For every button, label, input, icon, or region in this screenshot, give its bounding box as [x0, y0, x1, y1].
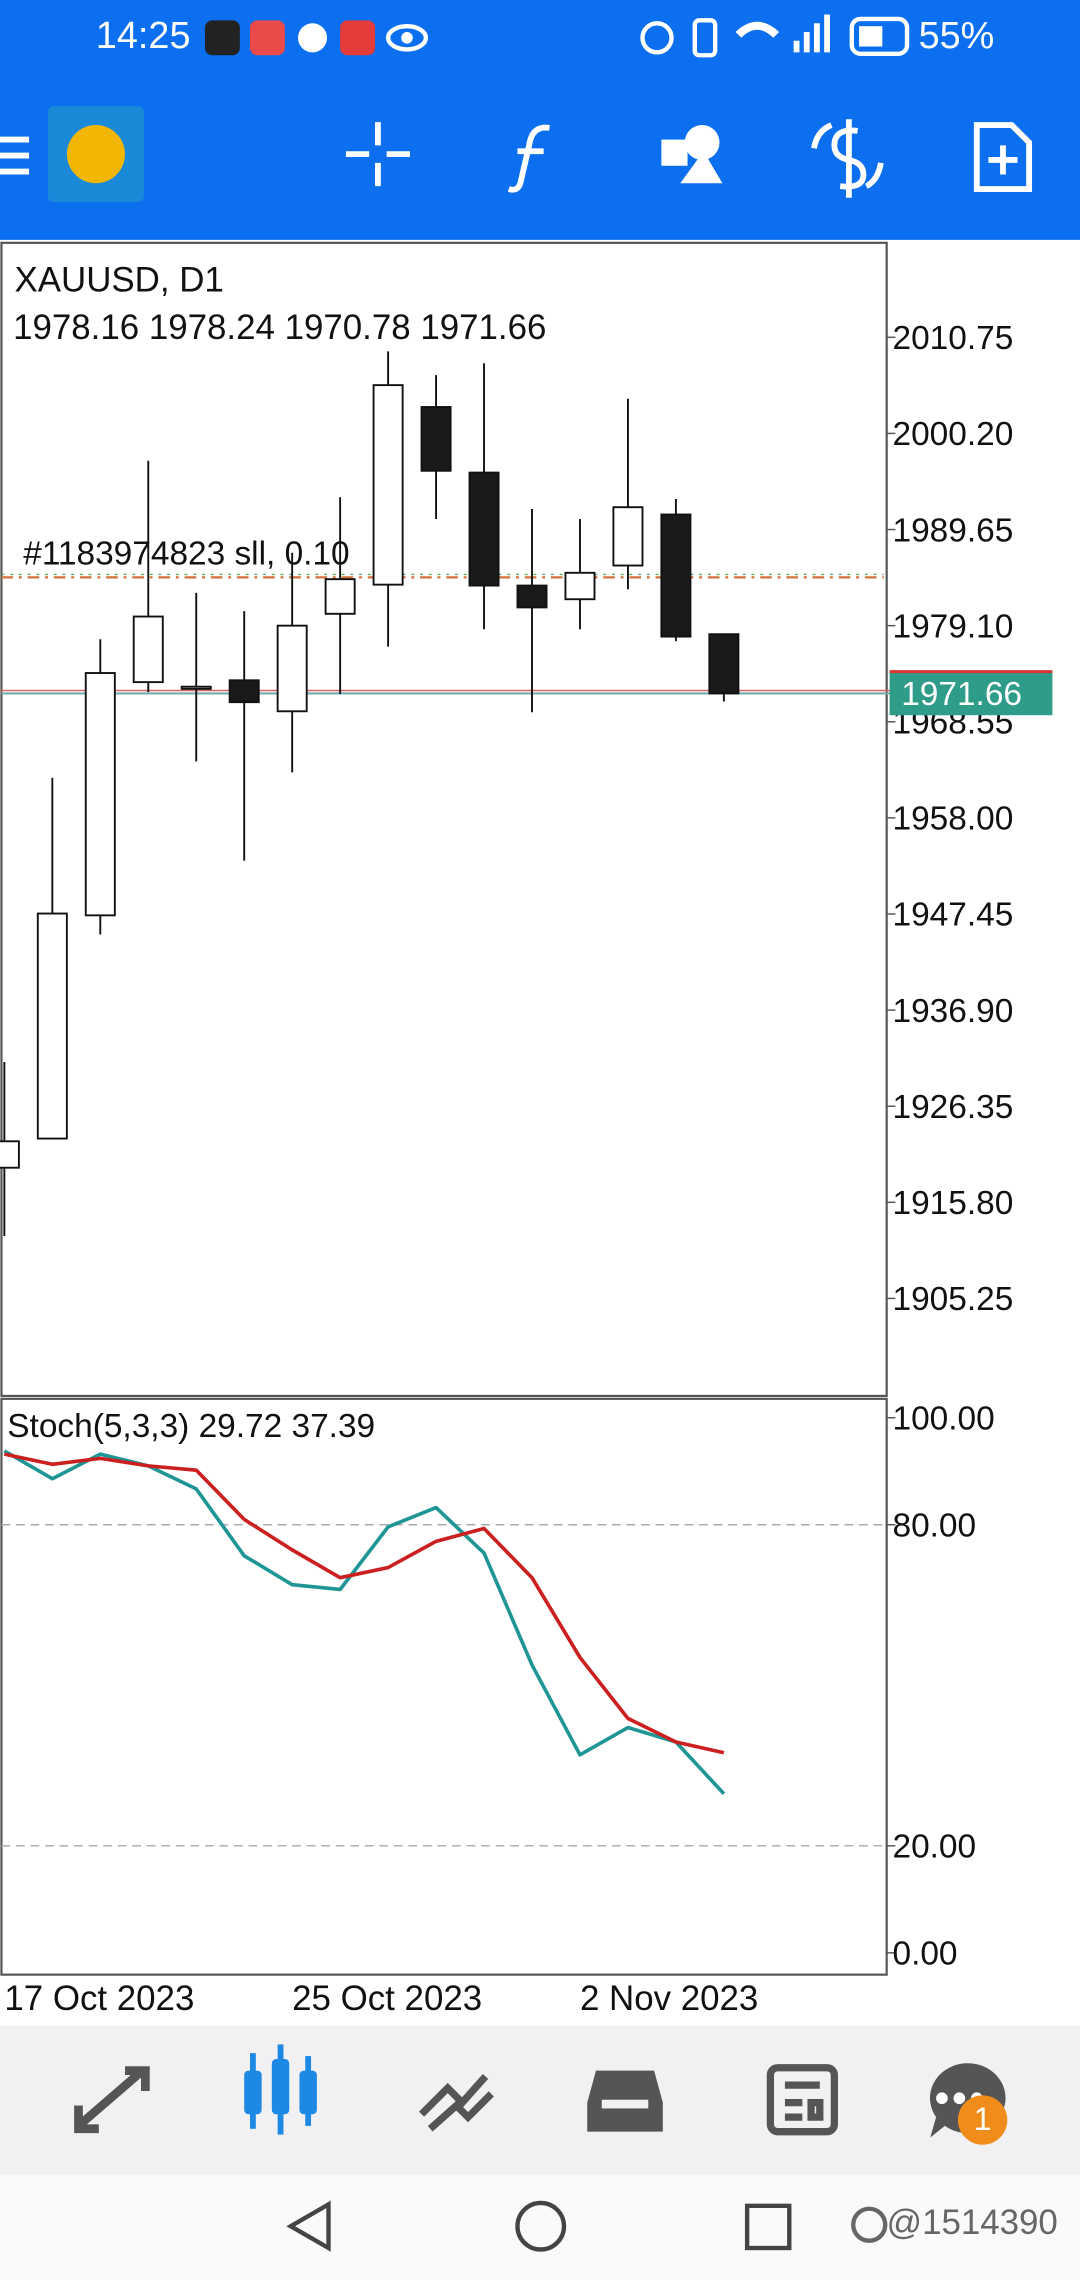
history-tab[interactable]: [587, 2070, 663, 2132]
chart-title: XAUUSD, D1: [15, 260, 224, 299]
chart-bg: [0, 239, 1080, 2026]
y-tick-label: 1989.65: [892, 512, 1013, 549]
trade-tab[interactable]: [418, 2074, 494, 2132]
price-tag: [889, 671, 1053, 716]
candle-body: [0, 1140, 20, 1169]
home-button[interactable]: [515, 2200, 567, 2252]
y-tick-label: 20.00: [892, 1829, 976, 1866]
candle-body: [420, 406, 452, 472]
bottom-nav: [0, 2025, 1080, 2176]
header-bg: [0, 0, 1080, 240]
y-tick-label: 2010.75: [892, 320, 1013, 357]
y-tick-label: 1936.90: [892, 993, 1013, 1030]
main-panel-frame: [0, 241, 888, 1398]
stoch-name: Stoch(5,3,3): [7, 1408, 189, 1445]
candle-body: [36, 912, 68, 1140]
candle-body: [228, 679, 260, 704]
new-order-button[interactable]: [973, 122, 1033, 192]
quotes-tab[interactable]: [74, 2066, 150, 2134]
stoch-line: [3, 1449, 726, 1796]
main-chart: 2010.752000.201989.651979.101968.551958.…: [0, 320, 1053, 2018]
y-tick-label: 1979.10: [892, 608, 1013, 645]
back-button[interactable]: [286, 2200, 331, 2252]
status-app-icons: [204, 20, 429, 56]
y-tick-label: 1926.35: [892, 1089, 1013, 1126]
status-battery: 55%: [919, 15, 995, 57]
ohlc-close: 1971.66: [420, 308, 546, 347]
chat-badge: 1: [974, 2101, 992, 2137]
y-tick-label: 100.00: [892, 1400, 994, 1437]
ohlc-low: 1970.78: [285, 308, 411, 347]
y-tick-label: 1947.45: [892, 897, 1013, 934]
recents-button[interactable]: [744, 2203, 792, 2251]
stoch-title: Stoch(5,3,3) 29.72 37.39: [7, 1408, 375, 1445]
candle-body: [564, 571, 596, 601]
stoch-chart: 100.00 80.00 20.00 0.00: [1, 1400, 995, 1973]
stoch-line: [3, 1452, 725, 1755]
y-tick-label: 1958.00: [892, 801, 1013, 838]
stoch-signal-value: 37.39: [292, 1408, 376, 1445]
system-nav: [0, 2175, 1080, 2280]
candle-body: [84, 672, 116, 917]
chart-tab[interactable]: [244, 2044, 317, 2135]
candle-body: [180, 685, 212, 690]
chat-tab[interactable]: [929, 2063, 1008, 2145]
candle-body: [132, 615, 164, 684]
watermark: @1514390: [887, 2203, 1058, 2242]
candle-body: [708, 633, 740, 695]
news-tab[interactable]: [766, 2064, 838, 2136]
candle-body: [276, 624, 308, 713]
ohlc-high: 1978.24: [149, 308, 275, 347]
price-tag-label: 1971.66: [901, 676, 1022, 713]
ohlc-readout: 1978.16 1978.24 1970.78 1971.66: [13, 308, 546, 347]
y-tick-label: 2000.20: [892, 416, 1013, 453]
indicators-button[interactable]: [507, 124, 550, 193]
candle-body: [516, 584, 548, 609]
menu-button[interactable]: [0, 136, 30, 175]
stoch-panel-frame: [0, 1397, 888, 1976]
y-tick-label: 1905.25: [892, 1281, 1013, 1318]
toolbar: [0, 106, 1033, 203]
candle-body: [468, 471, 500, 587]
candle-body: [324, 578, 356, 615]
y-tick-label: 1915.80: [892, 1185, 1013, 1222]
x-tick-label: 25 Oct 2023: [292, 1979, 482, 2018]
order-label: #1183974823 sll, 0.10: [23, 535, 349, 572]
status-time: 14:25: [96, 15, 191, 57]
status-system-icons: [640, 14, 910, 58]
x-tick-label: 2 Nov 2023: [580, 1979, 758, 2018]
y-tick-label: 80.00: [892, 1507, 976, 1544]
trade-button[interactable]: [811, 119, 884, 198]
watermark-logo: [851, 2206, 888, 2243]
x-tick-label: 17 Oct 2023: [4, 1979, 194, 2018]
crosshair-button[interactable]: [345, 122, 410, 187]
stoch-main-value: 29.72: [199, 1408, 283, 1445]
ohlc-open: 1978.16: [13, 308, 139, 347]
y-tick-label: 0.00: [892, 1936, 957, 1973]
candle-body: [372, 384, 404, 586]
candle-body: [660, 513, 692, 638]
objects-button[interactable]: [661, 125, 723, 184]
candle-body: [612, 506, 644, 567]
